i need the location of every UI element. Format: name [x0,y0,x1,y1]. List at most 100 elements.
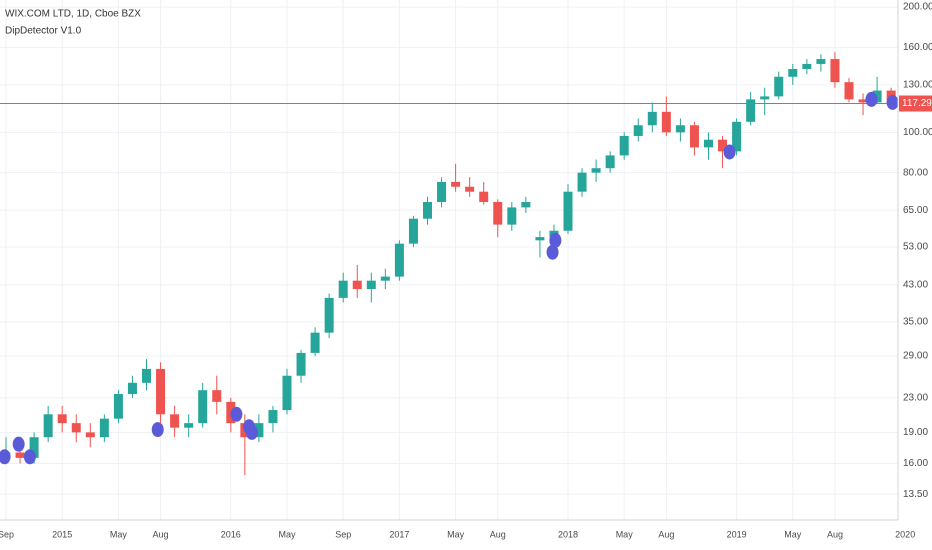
candle-body [380,276,390,281]
candle-body [254,423,264,438]
candle-body [451,181,461,187]
last-price-box [899,95,932,112]
candle-body [338,280,348,298]
candle-body [746,99,756,122]
candle-body [57,414,67,424]
candle-body [142,368,151,383]
chart-title: WIX.COM LTD, 1D, Cboe BZX [5,9,141,20]
candle-body [324,297,334,333]
candle-body [99,418,109,438]
y-tick-label: 23.00 [903,393,928,404]
candle-body [198,390,208,424]
candle-body [29,437,39,458]
candle-body [577,172,587,192]
x-tick-label: 2019 [727,529,747,539]
dip-marker [723,144,736,160]
y-tick-label: 80.00 [903,167,928,178]
candle-body [437,181,447,203]
candle-body [71,423,81,433]
candle-body [268,410,278,424]
candle-body [535,237,545,241]
axes: 200.00 160.00 130.00 100.00 80.00 65.00 53.00 4… [0,2,932,539]
candle-body [802,63,812,69]
y-tick-label: 43.00 [903,279,928,290]
x-tick-label: Aug [490,529,506,539]
x-tick-label: May [447,529,465,539]
price-axis-panel [898,0,932,550]
x-tick-label: Aug [658,529,674,539]
candle-body [184,423,194,428]
candle-body [816,59,826,64]
candle-body [844,82,854,100]
candle-body [479,191,489,203]
x-tick-label: Sep [335,529,351,539]
candle-body [127,382,137,394]
y-tick-label: 16.00 [903,458,928,469]
x-tick-label: May [784,529,802,539]
y-tick-label: 53.00 [903,242,928,253]
dip-marker [23,449,36,465]
x-tick-label: 2015 [52,529,72,539]
candle-body [85,432,95,438]
candle-body [591,168,601,173]
candle-body [113,393,123,419]
candle-body [408,218,418,244]
candle-body [704,139,713,148]
candle-body [872,90,882,103]
x-tick-label: Aug [153,529,169,539]
last-price-label: 117.29 [902,98,932,109]
y-tick-label: 65.00 [903,205,928,216]
y-tick-label: 200.00 [903,2,932,13]
candle-body [774,76,784,97]
candle-body [605,155,615,169]
y-tick-label: 19.00 [903,427,928,438]
candle-body [310,332,320,353]
candle-body [661,111,671,133]
candle-body [170,414,180,428]
candle-body [352,280,362,290]
candle-body [507,207,517,225]
y-tick-label: 130.00 [903,80,932,91]
plot-area [0,0,906,520]
candle-body [788,68,798,77]
dip-marker [151,422,164,438]
dip-marker [245,424,258,440]
candle-body [647,111,657,126]
x-tick-label: 2017 [389,529,409,539]
y-tick-label: 100.00 [903,127,932,138]
candle-body [43,414,53,438]
x-tick-label: May [616,529,634,539]
dip-marker [549,232,562,248]
y-tick-label: 13.50 [903,489,928,500]
dip-marker [12,436,25,452]
candle-body [493,202,503,225]
dip-marker [886,94,899,110]
candle-body [633,125,643,136]
indicator-name: DipDetector V1.0 [5,26,82,37]
candle-body [830,59,840,83]
y-tick-label: 29.00 [903,351,928,362]
candle-body [423,202,432,219]
candle-body [15,452,25,458]
candle-body [760,96,770,100]
x-tick-label: 2018 [558,529,578,539]
candle-body [156,368,166,415]
dip-marker [0,449,11,465]
x-tick-label: Aug [827,529,843,539]
x-tick-label: 2016 [221,529,241,539]
candle-body [858,99,868,103]
x-tick-label: Sep [0,529,14,539]
candle-body [675,125,685,133]
y-tick-label: 35.00 [903,317,928,328]
candle-body [521,202,531,208]
time-axis-panel [0,520,898,550]
candle-body [619,135,629,156]
candle-body [282,375,292,411]
candle-body [394,243,404,277]
dip-marker [230,406,243,422]
candle-body [212,390,222,402]
x-tick-label: 2020 [895,529,915,539]
dip-marker [865,91,878,107]
